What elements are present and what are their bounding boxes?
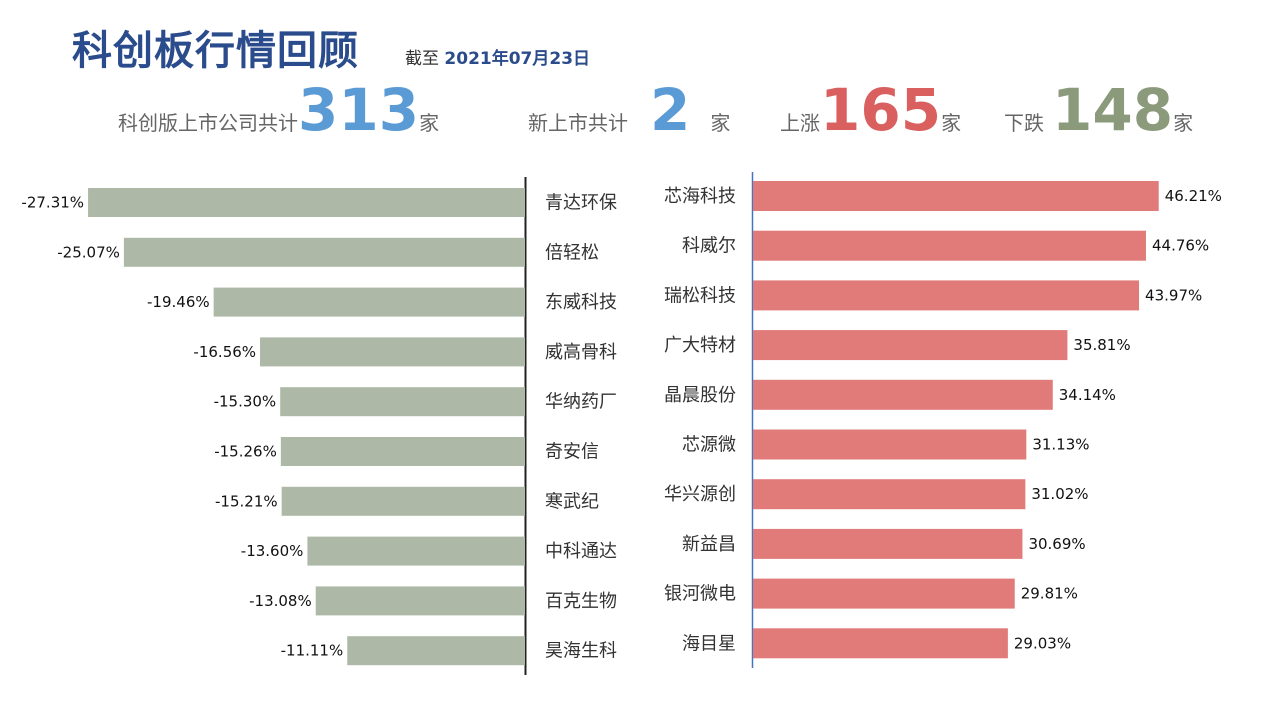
gain-value-label: 30.69% (1028, 535, 1085, 553)
gain-bar (753, 578, 1015, 609)
stat-down-unit: 家 (1173, 111, 1194, 135)
stat-new-value: 2 (650, 76, 691, 144)
loss-company-label: 寒武纪 (545, 491, 599, 512)
gain-company-label: 广大特材 (664, 335, 736, 356)
gain-company-label: 瑞松科技 (664, 285, 736, 306)
stat-up-label: 上涨 (780, 111, 820, 135)
stat-up-unit: 家 (941, 111, 962, 135)
loss-company-label: 威高骨科 (545, 342, 617, 363)
stat-up-value: 165 (820, 76, 942, 144)
loss-bar (280, 387, 525, 417)
loss-company-label: 青达环保 (545, 193, 617, 214)
loss-company-label: 倍轻松 (545, 242, 599, 263)
page-title: 科创板行情回顾 (72, 28, 359, 74)
gain-company-label: 银河微电 (664, 584, 736, 605)
loss-company-label: 百克生物 (545, 591, 617, 612)
gain-value-label: 29.81% (1021, 585, 1078, 603)
stat-up: 上涨165家 (780, 76, 961, 144)
as-of-prefix: 截至 (405, 49, 439, 69)
as-of-date-value: 2021年07月23日 (444, 49, 591, 69)
loss-bar (123, 237, 525, 267)
gain-value-label: 31.13% (1032, 436, 1089, 454)
gain-bar (753, 330, 1068, 361)
stat-new-unit: 家 (710, 111, 731, 135)
gain-value-label: 35.81% (1073, 336, 1130, 354)
loss-bar (347, 636, 525, 666)
loss-value-label: -15.30% (214, 393, 277, 411)
loss-value-label: -15.26% (214, 443, 277, 461)
stat-total-label: 科创版上市公司共计 (118, 111, 298, 135)
loss-company-label: 中科通达 (545, 541, 617, 562)
gain-bar (753, 230, 1146, 261)
gain-bar (753, 181, 1159, 211)
stat-total-listed: 科创版上市公司共计313家 (118, 76, 439, 144)
gain-bar (753, 628, 1008, 659)
stat-down-value: 148 (1052, 76, 1174, 144)
loss-bar (307, 536, 525, 566)
gain-bar (753, 528, 1023, 559)
gain-bar (753, 479, 1026, 510)
gain-company-label: 芯海科技 (664, 186, 736, 207)
gain-value-label: 44.76% (1152, 237, 1209, 255)
loss-value-label: -27.31% (21, 194, 84, 212)
gain-bar (753, 280, 1140, 311)
stat-down-label: 下跌 (1004, 111, 1044, 135)
gain-company-label: 芯源微 (682, 435, 736, 456)
loss-bar (315, 586, 525, 616)
loss-value-label: -16.56% (193, 343, 256, 361)
loss-company-label: 东威科技 (545, 292, 617, 313)
stat-down: 下跌 148家 (1004, 76, 1193, 144)
stat-new-label: 新上市共计 (528, 111, 628, 135)
loss-bar (281, 486, 525, 516)
loss-company-label: 华纳药厂 (545, 392, 617, 413)
gain-value-label: 34.14% (1059, 386, 1116, 404)
gain-value-label: 29.03% (1014, 634, 1071, 652)
gain-company-label: 海目星 (682, 633, 736, 654)
loss-bar (213, 287, 525, 317)
loss-bar (260, 337, 525, 367)
gain-company-label: 科威尔 (682, 236, 736, 257)
loss-company-label: 昊海生科 (545, 641, 617, 662)
loss-value-label: -25.07% (57, 243, 120, 261)
loss-value-label: -13.60% (241, 542, 304, 560)
loss-company-label: 奇安信 (545, 442, 599, 463)
loss-bar (88, 188, 525, 217)
stat-new-listed: 新上市共计 2 家 (528, 76, 730, 144)
gain-company-label: 新益昌 (682, 534, 736, 555)
loss-value-label: -13.08% (249, 592, 312, 610)
stat-total-value: 313 (298, 76, 420, 144)
gain-value-label: 43.97% (1145, 286, 1202, 304)
gain-company-label: 华兴源创 (664, 484, 736, 505)
gain-bar (753, 379, 1053, 410)
loss-value-label: -15.21% (215, 492, 278, 510)
loss-value-label: -19.46% (147, 293, 210, 311)
gain-bar (753, 429, 1027, 460)
as-of-date: 截至 2021年07月23日 (405, 44, 590, 69)
loss-bar (280, 437, 525, 466)
gain-value-label: 31.02% (1031, 485, 1088, 503)
loss-value-label: -11.11% (281, 642, 344, 660)
gain-company-label: 晶晨股份 (664, 385, 736, 406)
stat-total-unit: 家 (419, 111, 440, 135)
gain-value-label: 46.21% (1165, 187, 1222, 205)
